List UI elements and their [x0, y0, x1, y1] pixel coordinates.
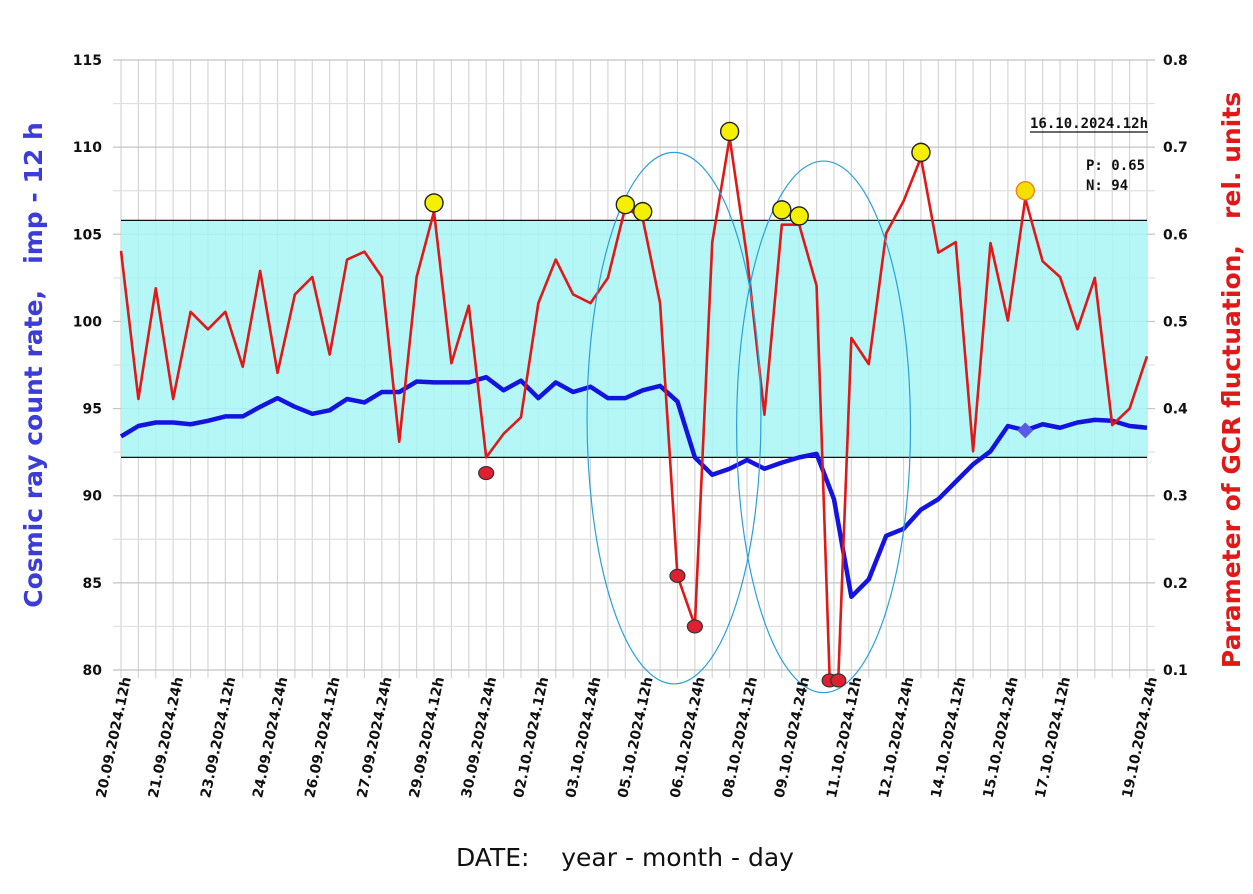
x-tick-label: 19.10.2024.24h: [1120, 676, 1161, 800]
current-point-diamond: [1017, 422, 1034, 439]
x-tick-label: 30.09.2024.24h: [459, 676, 500, 800]
event-ellipse: [735, 160, 912, 694]
markers: [424, 121, 1035, 688]
x-tick-label: 26.09.2024.12h: [302, 676, 343, 800]
x-tick-label: 08.10.2024.12h: [720, 676, 761, 800]
right-y-tick-label: 0.5: [1163, 314, 1188, 330]
x-tick-label: 15.10.2024.24h: [980, 676, 1021, 800]
left-y-tick-label: 85: [83, 576, 102, 592]
right-y-tick-label: 0.4: [1163, 402, 1188, 418]
annotation-n: N: 94: [1086, 178, 1128, 194]
high-marker: [911, 142, 931, 163]
x-tick-label: 17.10.2024.12h: [1033, 676, 1074, 800]
left-axis-label: Cosmic ray count rate, imp - 12 h: [19, 122, 48, 608]
low-marker: [830, 673, 847, 688]
low-marker: [669, 568, 686, 583]
annotation-date: 16.10.2024.12h: [1030, 116, 1148, 132]
x-tick-label: 14.10.2024.12h: [928, 676, 969, 800]
x-tick-label: 29.09.2024.12h: [407, 676, 448, 800]
high-marker: [1015, 181, 1035, 201]
left-y-tick-label: 80: [83, 663, 103, 679]
x-tick-label: 05.10.2024.12h: [615, 676, 656, 800]
event-ellipse: [586, 151, 762, 685]
count-rate-line: [119, 374, 1148, 600]
left-y-tick-label: 105: [73, 227, 102, 243]
event-ellipses: [586, 151, 912, 694]
x-tick-label: 03.10.2024.24h: [563, 676, 604, 800]
x-tick-label: 21.09.2024.24h: [146, 676, 187, 800]
x-tick-label: 23.09.2024.12h: [198, 676, 239, 800]
left-y-ticks: 80 85 90 95 100 105 110 115: [73, 53, 102, 679]
right-y-tick-label: 0.1: [1163, 663, 1188, 679]
right-axis-label: Parameter of GCR fluctuation, rel. units: [1217, 92, 1246, 668]
x-tick-label: 06.10.2024.24h: [667, 676, 708, 800]
x-tick-label: 20.09.2024.12h: [94, 676, 135, 800]
x-tick-label: 27.09.2024.24h: [354, 676, 395, 800]
right-y-tick-label: 0.2: [1163, 576, 1188, 592]
annotation-p: P: 0.65: [1086, 158, 1145, 174]
high-marker: [615, 194, 636, 215]
right-y-tick-label: 0.8: [1163, 53, 1188, 69]
x-tick-label: 24.09.2024.24h: [250, 676, 291, 800]
left-y-tick-label: 115: [73, 53, 102, 69]
right-y-tick-label: 0.6: [1163, 227, 1188, 243]
low-marker: [478, 465, 495, 481]
high-marker: [719, 121, 740, 142]
high-marker: [424, 193, 444, 213]
x-axis-label: DATE: year - month - day: [456, 843, 794, 872]
high-marker: [772, 200, 792, 220]
x-tick-label: 02.10.2024.12h: [511, 676, 552, 800]
high-marker: [789, 206, 809, 226]
low-marker: [686, 619, 703, 634]
high-marker: [632, 201, 653, 222]
right-y-ticks: 0.1 0.2 0.3 0.4 0.5 0.6 0.7 0.8: [1163, 53, 1188, 679]
left-y-tick-label: 100: [73, 314, 102, 330]
right-y-tick-label: 0.7: [1163, 140, 1188, 156]
right-y-tick-label: 0.3: [1163, 489, 1188, 505]
x-tick-label: 12.10.2024.24h: [876, 676, 917, 800]
x-ticks: 20.09.2024.12h 21.09.2024.24h 23.09.2024.1…: [94, 676, 1161, 800]
x-tick-label: 11.10.2024.12h: [824, 676, 865, 800]
x-tick-label: 09.10.2024.24h: [772, 676, 813, 800]
left-y-tick-label: 95: [83, 402, 102, 418]
left-y-tick-label: 110: [73, 140, 102, 156]
left-y-tick-label: 90: [83, 489, 103, 505]
